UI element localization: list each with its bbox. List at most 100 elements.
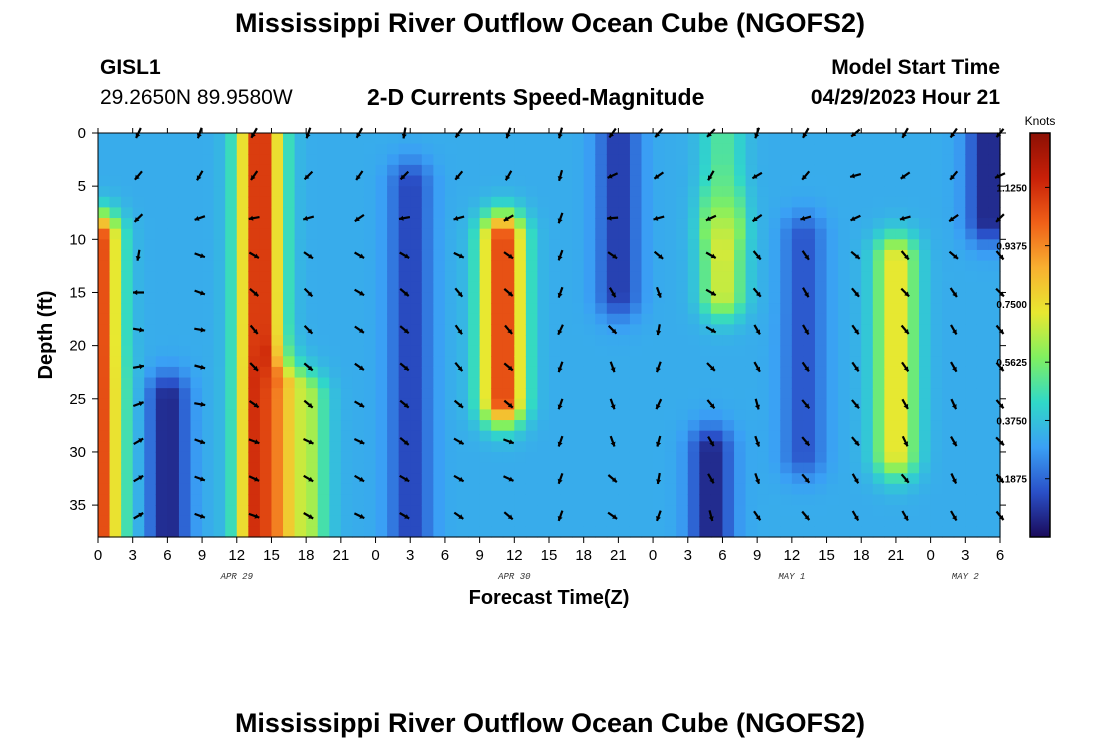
heatmap-cell — [271, 526, 284, 538]
heatmap-cell — [421, 494, 434, 506]
heatmap-cell — [259, 292, 273, 304]
heatmap-cell — [178, 154, 192, 166]
heatmap-cell — [919, 260, 932, 272]
heatmap-cell — [826, 249, 839, 262]
heatmap-cell — [583, 398, 596, 411]
heatmap-cell — [433, 345, 446, 357]
heatmap-cell — [236, 271, 249, 283]
heatmap-cell — [444, 494, 458, 506]
heatmap-cell — [710, 249, 724, 262]
heatmap-cell — [895, 441, 909, 453]
heatmap-cell — [352, 505, 365, 517]
heatmap-cell — [710, 430, 724, 442]
heatmap-cell — [248, 133, 261, 145]
heatmap-cell — [259, 324, 273, 336]
heatmap-cell — [618, 249, 631, 262]
heatmap-cell — [213, 303, 226, 315]
heatmap-cell — [907, 462, 920, 474]
current-vector — [248, 512, 260, 519]
heatmap-cell — [387, 526, 400, 538]
heatmap-cell — [213, 420, 226, 432]
heatmap-cell — [98, 441, 111, 453]
colorbar-bar — [1029, 132, 1051, 538]
heatmap-cell — [433, 451, 446, 464]
heatmap-cell — [375, 196, 388, 209]
heatmap-cell — [144, 377, 157, 389]
heatmap-cell — [225, 451, 238, 464]
heatmap-cell — [965, 345, 978, 357]
heatmap-cell — [745, 430, 758, 442]
heatmap-cell — [757, 345, 770, 357]
heatmap-cell — [814, 292, 828, 304]
current-vector — [557, 286, 564, 298]
heatmap-cell — [525, 430, 539, 442]
heatmap-cell — [444, 281, 458, 294]
heatmap-cell — [988, 313, 1001, 325]
heatmap-cell — [930, 505, 943, 517]
heatmap-cell — [178, 133, 192, 145]
heatmap-cell — [132, 154, 145, 166]
heatmap-cell — [294, 228, 307, 240]
heatmap-cell — [699, 388, 712, 400]
heatmap-cell — [595, 335, 608, 347]
heatmap-cell — [456, 228, 469, 240]
heatmap-cell — [259, 164, 273, 177]
heatmap-cell — [734, 420, 747, 432]
heatmap-cell — [629, 462, 643, 474]
heatmap-cell — [768, 409, 781, 421]
heatmap-cell — [653, 505, 666, 517]
heatmap-cell — [838, 494, 851, 506]
current-vector — [354, 251, 365, 259]
heatmap-cell — [560, 175, 573, 187]
heatmap-cell — [271, 430, 284, 442]
heatmap-cell — [144, 196, 157, 209]
heatmap-cell — [537, 239, 550, 251]
heatmap-cell — [953, 377, 966, 389]
heatmap-cell — [375, 143, 388, 155]
heatmap-cell — [618, 335, 631, 347]
heatmap-cell — [468, 164, 481, 177]
heatmap-cell — [306, 526, 319, 538]
heatmap-cell — [549, 462, 562, 474]
heatmap-cell — [780, 175, 793, 187]
heatmap-cell — [537, 388, 550, 400]
heatmap-cell — [363, 366, 377, 379]
heatmap-cell — [271, 494, 284, 506]
heatmap-cell — [537, 196, 550, 209]
current-vector — [754, 398, 760, 410]
heatmap-cell — [826, 218, 839, 230]
heatmap-cell — [132, 388, 145, 400]
heatmap-cell — [734, 186, 747, 198]
heatmap-cell — [549, 303, 562, 315]
heatmap-cell — [363, 228, 377, 240]
heatmap-cell — [560, 356, 573, 368]
heatmap-cell — [502, 228, 515, 240]
heatmap-cell — [514, 271, 527, 283]
current-vector — [802, 324, 810, 335]
heatmap-cell — [618, 441, 631, 453]
heatmap-cell — [410, 451, 423, 464]
heatmap-cell — [294, 143, 307, 155]
heatmap-cell — [641, 526, 654, 538]
heatmap-cell — [421, 324, 434, 336]
current-vector — [303, 399, 314, 409]
heatmap-cell — [618, 398, 631, 411]
heatmap-cell — [225, 281, 238, 294]
heatmap-cell — [722, 207, 735, 219]
heatmap-cell — [583, 143, 596, 155]
heatmap-cell — [861, 335, 874, 347]
heatmap-cell — [976, 483, 990, 496]
heatmap-cell — [849, 154, 862, 166]
heatmap-cell — [444, 143, 458, 155]
heatmap-cell — [919, 377, 932, 389]
heatmap-cell — [699, 420, 712, 432]
heatmap-cell — [178, 164, 192, 177]
heatmap-cell — [629, 164, 643, 177]
heatmap-cell — [595, 260, 608, 272]
heatmap-cell — [734, 441, 747, 453]
heatmap-cell — [953, 228, 966, 240]
heatmap-cell — [629, 175, 643, 187]
heatmap-cell — [676, 260, 689, 272]
heatmap-cell — [456, 249, 469, 262]
heatmap-cell — [109, 186, 122, 198]
